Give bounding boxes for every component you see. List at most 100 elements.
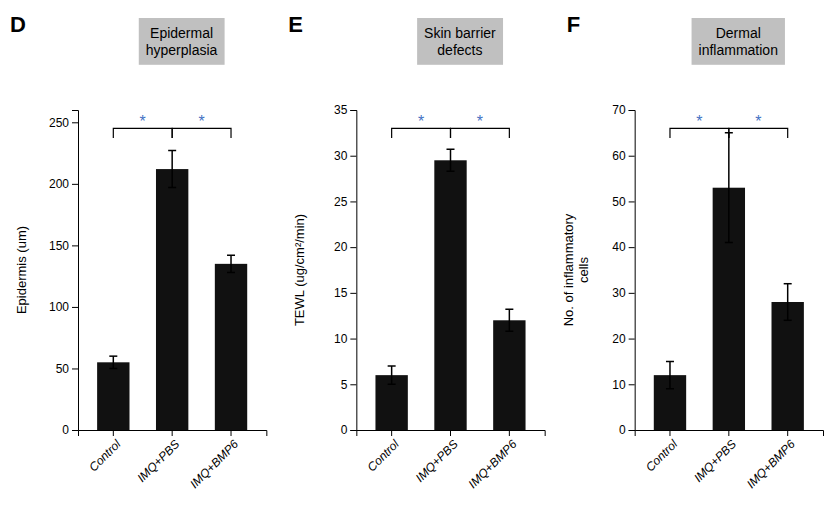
- y-tick-mark: [350, 110, 356, 111]
- x-tick: Control: [86, 430, 123, 474]
- x-tick-label: IMQ+PBS: [413, 437, 461, 485]
- plot-area: [97, 128, 247, 430]
- subtitle-box: [139, 18, 225, 65]
- y-axis-title: TEWL (ug/cm²/min): [292, 214, 307, 326]
- error-bar-cap: [109, 368, 117, 370]
- error-bar: [447, 149, 455, 171]
- y-tick-mark: [350, 201, 356, 202]
- subtitle-box: [417, 18, 503, 65]
- significance-star: *: [696, 113, 702, 130]
- error-bar: [784, 284, 792, 321]
- x-tick: IMQ+PBS: [134, 430, 182, 485]
- y-axis: 0 5 10 15 20 25 30 35: [334, 103, 357, 437]
- x-tick-mark: [450, 430, 451, 436]
- error-bar: [725, 133, 733, 243]
- y-axis-line: [72, 111, 79, 431]
- panel: 010203040506070ControlIMQ+PBSIMQ+BMP6No.…: [561, 12, 824, 491]
- bar: [215, 264, 247, 430]
- x-tick: IMQ+PBS: [691, 430, 739, 485]
- y-tick: 250: [49, 116, 78, 130]
- panel-label: E: [288, 12, 303, 37]
- error-bar-cap: [666, 388, 674, 390]
- x-tick-mark: [391, 430, 392, 436]
- panel-label: F: [567, 12, 580, 37]
- y-tick-mark: [350, 156, 356, 157]
- x-axis-line: [79, 431, 267, 437]
- y-tick-label: 250: [49, 116, 69, 130]
- y-tick: 200: [49, 177, 78, 191]
- y-tick-label: 5: [341, 378, 348, 392]
- error-bar-cap: [505, 309, 513, 311]
- error-bar-cap: [168, 150, 176, 152]
- x-tick-mark: [113, 430, 114, 436]
- y-axis: 010203040506070: [612, 103, 635, 437]
- error-bar-cap: [447, 149, 455, 151]
- significance-labels: **: [418, 113, 483, 130]
- plot-area: [375, 128, 525, 430]
- y-tick-mark: [350, 247, 356, 248]
- error-bar-cap: [227, 272, 235, 274]
- error-bar-cap: [666, 361, 674, 363]
- y-axis-line: [629, 111, 636, 431]
- y-tick-mark: [350, 384, 356, 385]
- y-tick: 60: [612, 149, 634, 163]
- y-tick: 150: [49, 239, 78, 253]
- x-tick: Control: [643, 430, 680, 474]
- error-bar-cap: [109, 355, 117, 357]
- error-bar: [227, 255, 235, 272]
- x-tick-label: Control: [643, 437, 680, 474]
- x-tick: Control: [365, 430, 402, 474]
- y-tick-label: 20: [612, 332, 626, 346]
- subtitle: Skin barrierdefects: [424, 25, 496, 58]
- error-bar-stem: [509, 309, 511, 331]
- plot-area: [654, 128, 804, 430]
- significance-labels: **: [696, 113, 761, 130]
- y-tick-label: 15: [334, 286, 348, 300]
- error-bar: [168, 151, 176, 188]
- y-tick: 35: [334, 103, 356, 117]
- x-tick: IMQ+BMP6: [466, 430, 520, 491]
- significance-star: *: [198, 113, 204, 130]
- error-bar-cap: [227, 254, 235, 256]
- error-bar-cap: [725, 242, 733, 244]
- y-tick: 30: [334, 149, 356, 163]
- y-tick-label: 20: [334, 240, 348, 254]
- x-axis: Control IMQ+PBSIMQ+BMP6: [357, 430, 545, 491]
- y-tick: 0: [341, 423, 357, 437]
- y-tick-mark: [629, 110, 635, 111]
- y-tick-mark: [350, 430, 356, 431]
- error-bar: [505, 309, 513, 331]
- y-tick-label: 0: [619, 423, 626, 437]
- error-bar-stem: [669, 361, 671, 388]
- y-tick-label: 100: [49, 300, 69, 314]
- y-tick: 25: [334, 195, 356, 209]
- x-tick-mark: [231, 430, 232, 436]
- y-tick: 10: [334, 332, 356, 346]
- x-tick: IMQ+PBS: [413, 430, 461, 485]
- y-tick-label: 30: [612, 286, 626, 300]
- y-tick: 15: [334, 286, 356, 300]
- x-tick: IMQ+BMP6: [187, 430, 241, 491]
- error-bar-cap: [447, 171, 455, 173]
- y-tick: 50: [56, 362, 78, 376]
- x-tick-label: Control: [365, 437, 402, 474]
- bar: [156, 169, 188, 430]
- error-bar-stem: [450, 149, 452, 171]
- y-tick-label: 200: [49, 177, 69, 191]
- chart-svg: 050100150200250ControlIMQ+PBSIMQ+BMP6Epi…: [0, 0, 835, 525]
- y-tick: 0: [619, 423, 635, 437]
- significance-star: *: [418, 113, 424, 130]
- x-tick: IMQ+BMP6: [744, 430, 798, 491]
- y-tick-label: 50: [56, 362, 70, 376]
- y-tick: 10: [612, 378, 634, 392]
- y-tick-mark: [72, 245, 78, 246]
- y-axis: 050100150200250: [49, 111, 79, 438]
- y-axis-title-line: Epidermis (um): [14, 226, 29, 314]
- error-bar-stem: [391, 366, 393, 384]
- y-tick-mark: [350, 293, 356, 294]
- subtitle: Epidermalhyperplasia: [146, 25, 218, 58]
- y-tick-label: 25: [334, 195, 348, 209]
- y-tick-label: 10: [334, 332, 348, 346]
- error-bar-stem: [171, 151, 173, 188]
- panel-label: D: [10, 12, 26, 37]
